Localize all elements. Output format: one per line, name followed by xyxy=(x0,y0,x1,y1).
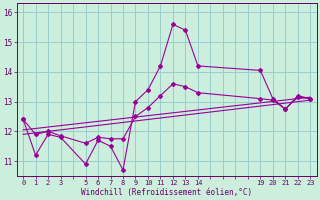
X-axis label: Windchill (Refroidissement éolien,°C): Windchill (Refroidissement éolien,°C) xyxy=(81,188,252,197)
